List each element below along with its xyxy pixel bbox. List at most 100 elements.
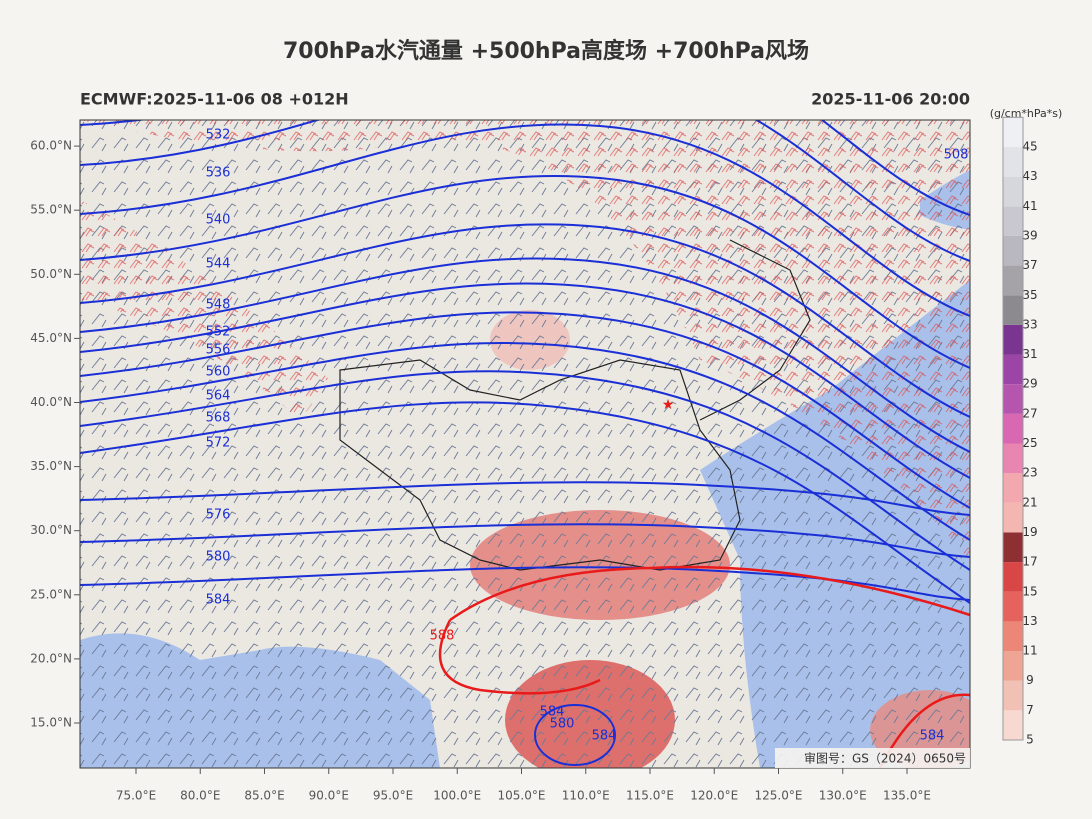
lon-label: 105.0°E bbox=[498, 789, 546, 803]
colorbar-swatch bbox=[1003, 117, 1023, 147]
contour-label: 576 bbox=[206, 508, 231, 523]
colorbar-swatch bbox=[1003, 265, 1023, 296]
lon-label: 115.0°E bbox=[626, 789, 674, 803]
colorbar-label: 7 bbox=[1026, 703, 1034, 717]
valid-time: 2025-11-06 20:00 bbox=[811, 90, 970, 109]
colorbar-swatch bbox=[1003, 147, 1023, 177]
colorbar-swatch bbox=[1003, 651, 1023, 681]
model-run: ECMWF:2025-11-06 08 +012H bbox=[80, 90, 349, 109]
colorbar-label: 5 bbox=[1026, 733, 1034, 747]
colorbar-label: 21 bbox=[1022, 495, 1037, 509]
colorbar-frame bbox=[1002, 116, 1024, 741]
contour-line bbox=[80, 401, 970, 604]
colorbar-label: 41 bbox=[1022, 199, 1037, 213]
lat-label: 25.0°N bbox=[30, 587, 72, 601]
colorbar-swatch bbox=[1003, 591, 1023, 622]
contour-label: 588 bbox=[430, 629, 455, 644]
contour-line bbox=[80, 123, 970, 317]
colorbar-label: 19 bbox=[1022, 525, 1037, 539]
map-frame bbox=[79, 119, 971, 769]
lat-label: 35.0°N bbox=[30, 459, 72, 473]
contour-label: 564 bbox=[206, 389, 231, 404]
province-borders bbox=[339, 359, 741, 571]
contour-line bbox=[80, 174, 970, 369]
contour-label: 548 bbox=[206, 298, 231, 313]
colorbar-label: 9 bbox=[1026, 673, 1034, 687]
colorbar-label: 35 bbox=[1022, 288, 1037, 302]
colorbar-unit: (g/cm*hPa*s) bbox=[990, 107, 1063, 120]
lat-label: 50.0°N bbox=[30, 267, 72, 281]
contour-line bbox=[80, 481, 970, 516]
colorbar-swatch bbox=[1003, 176, 1023, 207]
colorbar-label: 45 bbox=[1022, 140, 1037, 154]
colorbar-label: 11 bbox=[1022, 644, 1037, 658]
contour-label: 572 bbox=[206, 436, 231, 451]
contour-label: 584 bbox=[920, 729, 945, 744]
contour-label: 584 bbox=[206, 593, 231, 608]
contour-line-588 bbox=[438, 565, 970, 695]
colorbar-swatch bbox=[1003, 621, 1023, 652]
colorbar-swatch bbox=[1003, 384, 1023, 414]
colorbar-label: 43 bbox=[1022, 169, 1037, 183]
lon-label: 85.0°E bbox=[244, 789, 284, 803]
colorbar-swatch bbox=[1003, 680, 1023, 711]
contour-label: 560 bbox=[206, 365, 231, 380]
contour-line bbox=[80, 120, 970, 216]
lon-label: 125.0°E bbox=[755, 789, 803, 803]
colorbar-swatch bbox=[1003, 235, 1023, 266]
lat-label: 15.0°N bbox=[30, 716, 72, 730]
contour-label: 532 bbox=[206, 128, 231, 143]
strong-wind-barbs bbox=[80, 200, 330, 420]
lat-label: 20.0°N bbox=[30, 651, 72, 665]
map-approval: 审图号：GS（2024）0650号 bbox=[804, 751, 966, 766]
colorbar-swatch bbox=[1003, 710, 1023, 740]
contour-line bbox=[80, 341, 970, 541]
colorbar-swatch bbox=[1003, 532, 1023, 563]
height-contours bbox=[80, 120, 970, 768]
contour-label: 580 bbox=[550, 717, 575, 732]
contour-label: 544 bbox=[206, 257, 231, 272]
lat-label: 40.0°N bbox=[30, 395, 72, 409]
lon-label: 135.0°E bbox=[883, 789, 931, 803]
colorbar-label: 17 bbox=[1022, 555, 1037, 569]
contour-line bbox=[80, 370, 970, 571]
contour-label: 508 bbox=[944, 148, 969, 163]
lon-label: 95.0°E bbox=[373, 789, 413, 803]
colorbar-swatch bbox=[1003, 443, 1023, 474]
contour-label: 584 bbox=[540, 705, 565, 720]
lat-label: 45.0°N bbox=[30, 331, 72, 345]
contour-label: 580 bbox=[206, 550, 231, 565]
contour-label: 552 bbox=[206, 325, 231, 340]
colorbar-swatch bbox=[1003, 324, 1023, 355]
city-marker: ★ bbox=[662, 397, 675, 413]
map bbox=[80, 120, 970, 768]
lon-label: 90.0°E bbox=[309, 789, 349, 803]
colorbar-label: 39 bbox=[1022, 228, 1037, 242]
contour-label: 540 bbox=[206, 213, 231, 228]
lat-label: 55.0°N bbox=[30, 203, 72, 217]
colorbar-swatch bbox=[1003, 206, 1023, 236]
contour-label: 536 bbox=[206, 166, 231, 181]
lon-label: 120.0°E bbox=[690, 789, 738, 803]
lon-label: 110.0°E bbox=[562, 789, 610, 803]
colorbar-label: 25 bbox=[1022, 436, 1037, 450]
lon-label: 100.0°E bbox=[433, 789, 481, 803]
contour-line bbox=[80, 257, 970, 453]
colorbar-label: 13 bbox=[1022, 614, 1037, 628]
province-borders bbox=[699, 239, 811, 421]
colorbar-label: 23 bbox=[1022, 466, 1037, 480]
contour-line bbox=[80, 311, 970, 509]
contour-line bbox=[80, 282, 970, 479]
lon-label: 80.0°E bbox=[180, 789, 220, 803]
lat-label: 30.0°N bbox=[30, 523, 72, 537]
lon-label: 75.0°E bbox=[116, 789, 156, 803]
contour-line bbox=[80, 223, 970, 418]
strong-wind-barbs bbox=[80, 120, 970, 560]
approval-box bbox=[775, 748, 970, 768]
colorbar-label: 37 bbox=[1022, 258, 1037, 272]
contour-label: 556 bbox=[206, 343, 231, 358]
colorbar-swatch bbox=[1003, 473, 1023, 503]
colorbar-label: 33 bbox=[1022, 317, 1037, 331]
contour-line bbox=[80, 120, 970, 262]
